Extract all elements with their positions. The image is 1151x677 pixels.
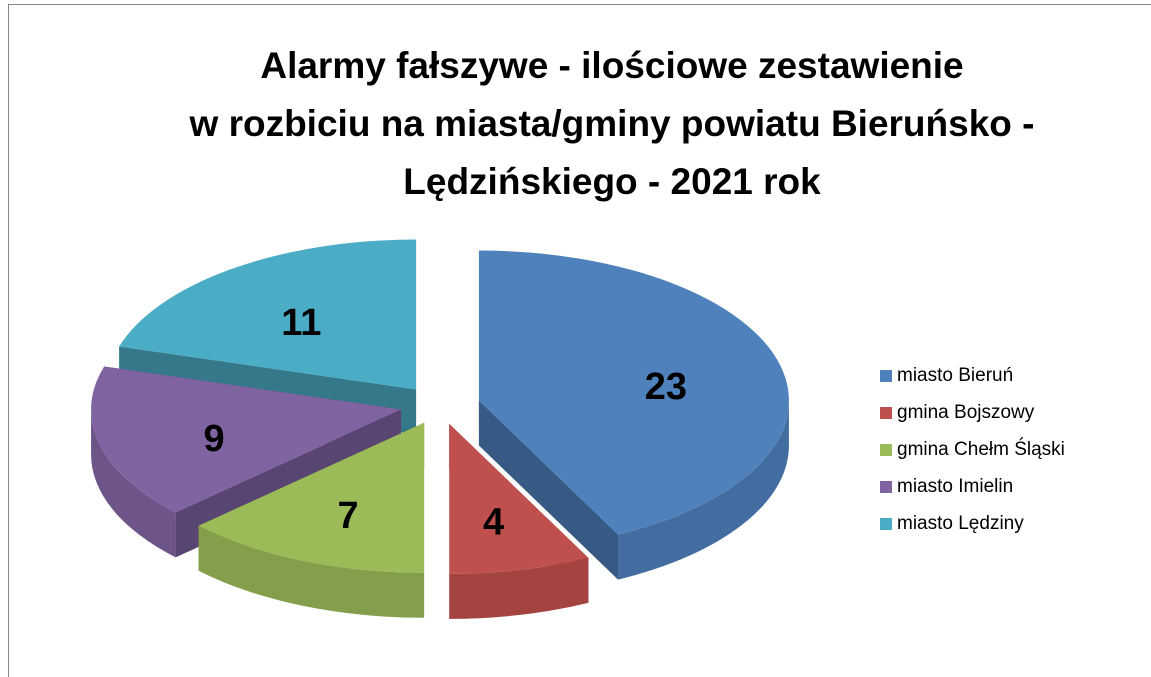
data-label: 4 xyxy=(483,501,504,543)
slice-side xyxy=(91,409,176,558)
slice-shade xyxy=(198,525,425,618)
slice-shade xyxy=(478,400,619,580)
chart-title: Alarmy fałszywe - ilościowe zestawienie xyxy=(260,45,963,86)
legend-label: gmina Chełm Śląski xyxy=(897,438,1065,460)
slice-top xyxy=(91,366,402,513)
chart-title: Lędzińskiego - 2021 rok xyxy=(403,161,821,202)
slice-side xyxy=(478,400,619,580)
legend-swatch xyxy=(880,407,892,419)
legend-label: miasto Bieruń xyxy=(897,365,1013,386)
pie-slice xyxy=(198,422,425,618)
slice-top xyxy=(478,250,789,535)
legend-swatch xyxy=(880,370,892,382)
slice-top xyxy=(198,422,425,573)
pie-slice xyxy=(449,423,589,619)
slice-shade xyxy=(449,557,589,619)
legend-swatch xyxy=(880,518,892,530)
slice-side xyxy=(198,525,425,618)
slice-side xyxy=(449,557,589,619)
slice-shade xyxy=(618,400,789,580)
data-label: 11 xyxy=(281,302,321,344)
slice-top xyxy=(119,239,417,390)
data-label: 9 xyxy=(203,418,224,460)
legend-label: miasto Lędziny xyxy=(897,513,1024,534)
slice-top xyxy=(449,423,589,574)
chart-title: w rozbiciu na miasta/gminy powiatu Bieru… xyxy=(189,103,1035,144)
slice-shade xyxy=(91,409,176,558)
legend-label: miasto Imielin xyxy=(897,476,1013,497)
slice-side xyxy=(618,400,789,580)
data-label: 23 xyxy=(645,366,687,408)
legend-label: gmina Bojszowy xyxy=(897,402,1035,423)
data-label: 7 xyxy=(337,495,358,537)
legend-swatch xyxy=(880,444,892,456)
legend-swatch xyxy=(880,481,892,493)
pie-slice xyxy=(478,250,789,580)
